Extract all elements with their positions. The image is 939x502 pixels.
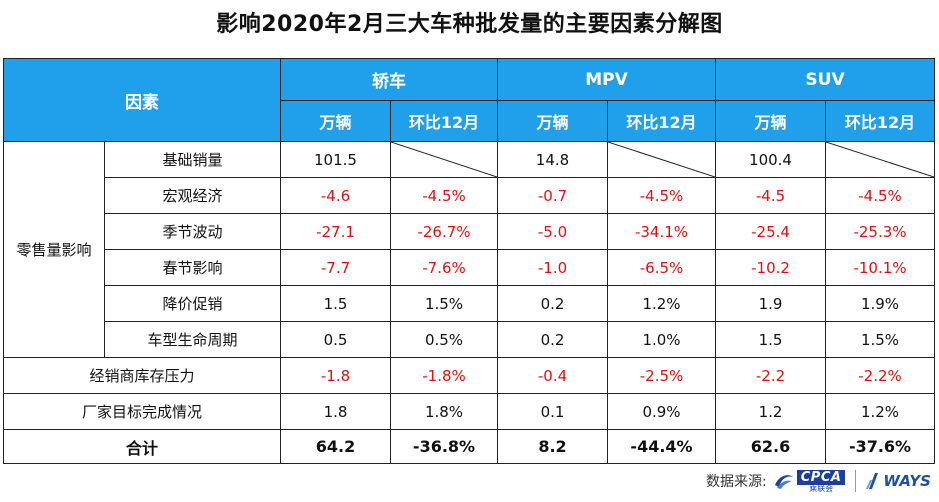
subheader-units: 万辆 (280, 100, 391, 142)
table-cell: 0.2 (497, 321, 608, 358)
row-label: 车型生命周期 (104, 321, 281, 358)
table-row: 季节波动 -27.1 -26.7% -5.0 -34.1% -25.4 -25.3% (4, 213, 936, 250)
table-cell: -27.1 (280, 213, 391, 250)
table-cell: -0.4 (497, 357, 608, 394)
table-row: 零售量影响 基础销量 101.5 14.8 100.4 (3, 141, 936, 358)
total-row: 合计 64.2 -36.8% 8.2 -44.4% 62.6 -37.6% (3, 429, 936, 464)
table-cell: 1.5 (280, 285, 391, 322)
table-cell: -10.1% (825, 249, 936, 286)
table-row: 春节影响 -7.7 -7.6% -1.0 -6.5% -10.2 -10.1% (4, 249, 936, 286)
row-label: 经销商库存压力 (3, 357, 281, 394)
row-label: 厂家目标完成情况 (3, 393, 281, 430)
table-cell: -1.8% (390, 357, 498, 394)
table-cell: -2.5% (606, 357, 717, 394)
table-row: 经销商库存压力 -1.8 -1.8% -0.4 -2.5% -2.2 -2.2% (3, 357, 936, 394)
table-cell: -5.0 (497, 213, 608, 250)
table-cell: 1.0% (606, 321, 717, 358)
table-row: 宏观经济 -4.6 -4.5% -0.7 -4.5% -4.5 -4.5% (4, 177, 936, 214)
table-cell: -7.6% (390, 249, 498, 286)
ways-logo: WAYS (866, 472, 931, 490)
cpca-sub: 乘联会 (809, 483, 834, 493)
table-cell: -26.7% (390, 213, 498, 250)
total-cell: -37.6% (825, 429, 936, 464)
table-cell: -2.2% (825, 357, 936, 394)
subheader-mom: 环比12月 (606, 100, 717, 142)
row-label: 季节波动 (104, 213, 281, 250)
table-cell: 0.9% (606, 393, 717, 430)
row-label: 宏观经济 (104, 177, 281, 214)
table-row: 厂家目标完成情况 1.8 1.8% 0.1 0.9% 1.2 1.2% (3, 393, 936, 430)
ways-text: WAYS (883, 472, 931, 490)
factor-table: 因素 轿车 MPV SUV 万辆 环比12月 万辆 环比12月 万辆 环比12月… (3, 58, 936, 464)
data-source: 数据来源: CPCA 乘联会 WAYS (706, 468, 931, 494)
header-group-sedan: 轿车 (280, 58, 498, 101)
table-cell: 1.5% (390, 285, 498, 322)
cpca-text: CPCA (796, 469, 846, 485)
subheader-mom: 环比12月 (390, 100, 498, 142)
table-cell: -4.5 (715, 177, 827, 214)
ways-slash-icon (866, 473, 879, 489)
source-label: 数据来源: (706, 474, 767, 490)
table-cell: 0.5 (280, 321, 391, 358)
page-title: 影响2020年2月三大车种批发量的主要因素分解图 (216, 12, 723, 37)
total-cell: 64.2 (280, 429, 391, 464)
table-cell: -25.4 (715, 213, 827, 250)
table-cell: -10.2 (715, 249, 827, 286)
subheader-units: 万辆 (715, 100, 827, 142)
header-factor: 因素 (3, 58, 281, 142)
header-group-suv: SUV (715, 58, 936, 101)
table-cell: 0.2 (497, 285, 608, 322)
table-cell: -4.5% (606, 177, 717, 214)
table-cell: -6.5% (606, 249, 717, 286)
table-cell: -25.3% (825, 213, 936, 250)
empty-diagonal-cell (825, 141, 936, 178)
subheader-mom: 环比12月 (825, 100, 936, 142)
table-cell: 101.5 (280, 141, 391, 178)
table-cell: 1.2% (606, 285, 717, 322)
row-label: 基础销量 (104, 141, 281, 178)
total-cell: 8.2 (497, 429, 608, 464)
table-cell: 1.8 (280, 393, 391, 430)
table-cell: -4.5% (825, 177, 936, 214)
table-cell: 1.2% (825, 393, 936, 430)
group-label-retail: 零售量影响 (3, 141, 105, 358)
table-cell: 0.5% (390, 321, 498, 358)
header-group-mpv: MPV (496, 58, 717, 101)
cpca-logo: CPCA 乘联会 (773, 469, 846, 493)
table-cell: -1.8 (280, 357, 391, 394)
table-cell: 1.9 (715, 285, 827, 322)
table-cell: -7.7 (280, 249, 391, 286)
total-cell: -36.8% (390, 429, 498, 464)
subheader-units: 万辆 (497, 100, 608, 142)
table-cell: 1.8% (390, 393, 498, 430)
total-label: 合计 (3, 429, 281, 464)
table-cell: 0.1 (497, 393, 608, 430)
cpca-swirl-icon (774, 475, 793, 489)
row-label: 春节影响 (104, 249, 281, 286)
table-cell: -1.0 (497, 249, 608, 286)
total-cell: 62.6 (715, 429, 827, 464)
table-cell: 1.9% (825, 285, 936, 322)
table-row: 降价促销 1.5 1.5% 0.2 1.2% 1.9 1.9% (4, 285, 936, 322)
table-cell: -4.6 (280, 177, 391, 214)
table-cell: 1.2 (715, 393, 827, 430)
table-cell: -2.2 (715, 357, 827, 394)
table-cell: 1.5 (715, 321, 827, 358)
empty-diagonal-cell (390, 141, 498, 178)
empty-diagonal-cell (606, 141, 717, 178)
table-cell: 1.5% (825, 321, 936, 358)
row-label: 降价促销 (104, 285, 281, 322)
table-cell: -4.5% (390, 177, 498, 214)
table-cell: -0.7 (497, 177, 608, 214)
table-cell: 100.4 (715, 141, 827, 178)
table-row: 车型生命周期 0.5 0.5% 0.2 1.0% 1.5 1.5% (4, 321, 936, 358)
total-cell: -44.4% (606, 429, 717, 464)
table-cell: 14.8 (497, 141, 608, 178)
table-cell: -34.1% (606, 213, 717, 250)
divider (855, 470, 857, 492)
